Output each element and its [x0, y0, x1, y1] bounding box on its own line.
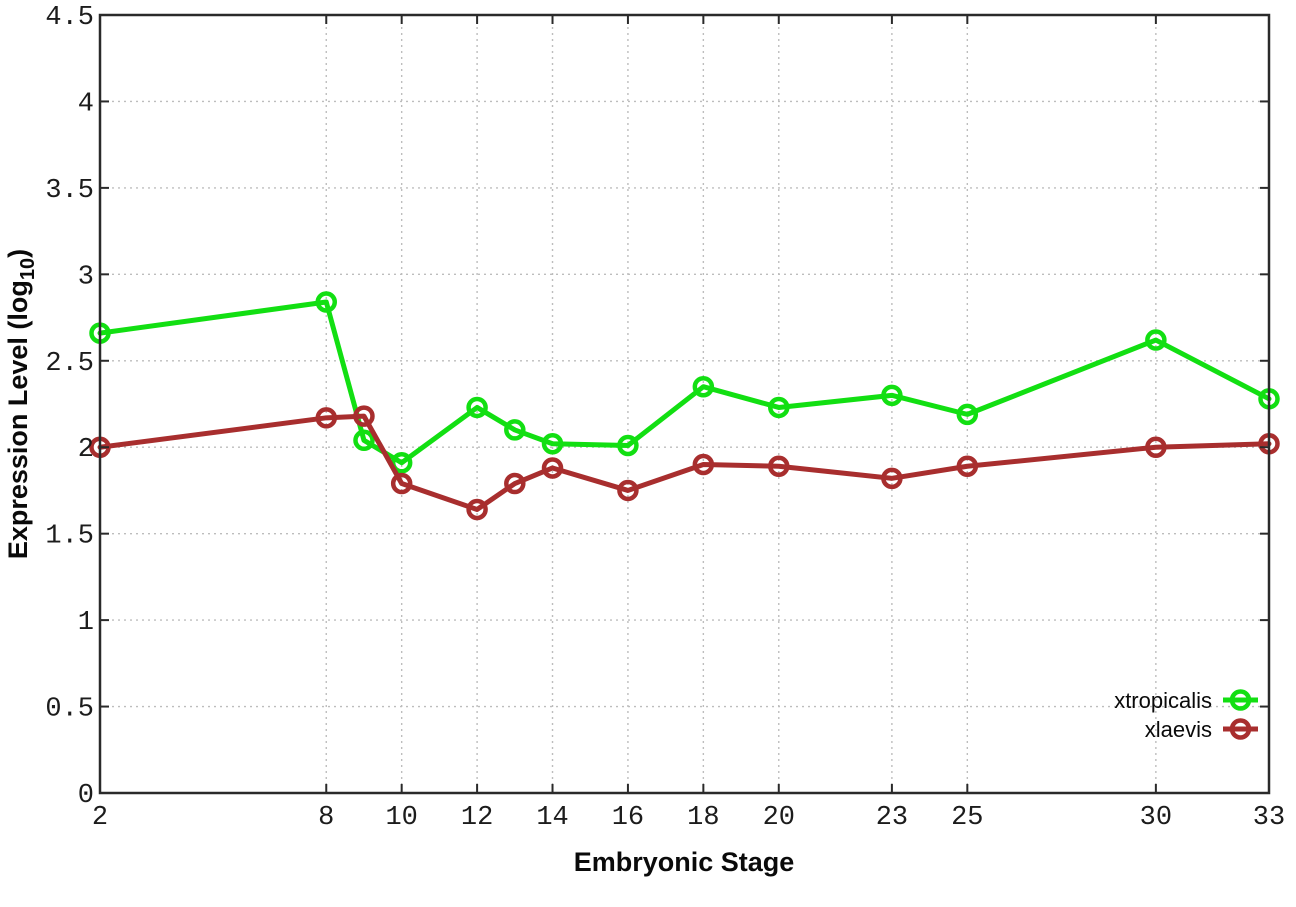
data-point-xtropicalis-stage-25 — [956, 403, 979, 426]
data-point-xtropicalis-stage-9 — [353, 429, 375, 452]
y-tick-label-1.5: 1.5 — [45, 522, 94, 552]
x-tick-label-14: 14 — [536, 803, 568, 833]
y-tick-label-0: 0 — [78, 781, 94, 811]
x-tick-label-33: 33 — [1253, 803, 1285, 833]
legend-label-xlaevis: xlaevis — [1145, 717, 1212, 742]
series-line-xtropicalis — [97, 299, 1272, 466]
y-tick-label-2.5: 2.5 — [45, 349, 94, 379]
data-point-xlaevis-stage-13 — [504, 472, 526, 495]
data-point-xtropicalis-stage-10 — [390, 452, 413, 474]
x-tick-label-10: 10 — [385, 803, 417, 833]
x-tick-label-20: 20 — [763, 803, 795, 833]
y-tick-label-3.5: 3.5 — [45, 176, 94, 206]
y-tick-label-4: 4 — [78, 89, 94, 119]
tick-label-layer: 2 8 10 12 14 16 18 20 23 25 30 33 0 0.5 1 1.5 2 2.5 3 3.5 4 4… — [45, 3, 1285, 833]
data-point-xlaevis-stage-12 — [466, 498, 488, 521]
x-tick-label-2: 2 — [92, 803, 108, 833]
series-layer — [89, 291, 1280, 521]
data-point-xlaevis-stage-10 — [390, 472, 413, 495]
data-point-xtropicalis-stage-13 — [504, 419, 526, 441]
legend: xtropicalis xlaevis — [1114, 688, 1258, 742]
data-point-xlaevis-stage-9 — [353, 405, 375, 427]
plot-border — [98, 13, 1271, 795]
data-point-xlaevis-stage-25 — [956, 455, 979, 477]
x-tick-label-25: 25 — [951, 803, 983, 833]
tick-layer — [99, 14, 1270, 794]
data-point-xtropicalis-stage-20 — [768, 396, 790, 419]
y-axis-title-base: Expression Level (log — [3, 280, 33, 559]
x-axis-title: Embryonic Stage — [574, 847, 795, 877]
x-tick-label-12: 12 — [461, 803, 493, 833]
x-tick-label-8: 8 — [318, 803, 334, 833]
data-point-xlaevis-stage-20 — [768, 455, 790, 477]
data-point-xtropicalis-stage-18 — [692, 375, 715, 398]
legend-label-xtropicalis: xtropicalis — [1114, 688, 1212, 713]
data-point-xtropicalis-stage-30 — [1145, 329, 1167, 351]
data-point-xtropicalis-stage-8 — [315, 291, 338, 313]
data-point-xtropicalis-stage-12 — [466, 396, 488, 419]
y-tick-label-0.5: 0.5 — [45, 695, 94, 725]
x-tick-label-18: 18 — [687, 803, 719, 833]
plot-frame-layer — [98, 13, 1271, 795]
data-point-xtropicalis-stage-14 — [541, 433, 564, 455]
legend-marker-xtropicalis — [1229, 689, 1252, 711]
data-point-xtropicalis-stage-23 — [881, 384, 903, 407]
data-point-xlaevis-stage-8 — [315, 407, 338, 429]
y-tick-label-1: 1 — [78, 608, 94, 638]
legend-entry-xtropicalis: xtropicalis — [1114, 688, 1258, 713]
y-tick-label-3: 3 — [78, 262, 94, 292]
y-axis-title: Expression Level (log10) — [3, 249, 39, 559]
data-point-xlaevis-stage-18 — [692, 453, 715, 476]
y-axis-title-subscript: 10 — [17, 258, 39, 280]
series-line-xlaevis — [97, 413, 1272, 512]
x-tick-label-16: 16 — [612, 803, 644, 833]
y-tick-label-4.5: 4.5 — [45, 3, 94, 33]
x-tick-label-30: 30 — [1140, 803, 1172, 833]
data-point-xlaevis-stage-16 — [617, 479, 639, 502]
legend-entry-xlaevis: xlaevis — [1145, 717, 1258, 742]
data-point-xlaevis-stage-30 — [1145, 436, 1167, 458]
y-axis-title-end: ) — [3, 249, 33, 258]
data-point-xlaevis-stage-23 — [881, 467, 903, 490]
data-point-xtropicalis-stage-16 — [617, 434, 639, 457]
x-tick-label-23: 23 — [876, 803, 908, 833]
legend-marker-xlaevis — [1229, 718, 1252, 740]
data-point-xlaevis-stage-14 — [541, 457, 564, 479]
y-tick-label-2: 2 — [78, 435, 94, 465]
